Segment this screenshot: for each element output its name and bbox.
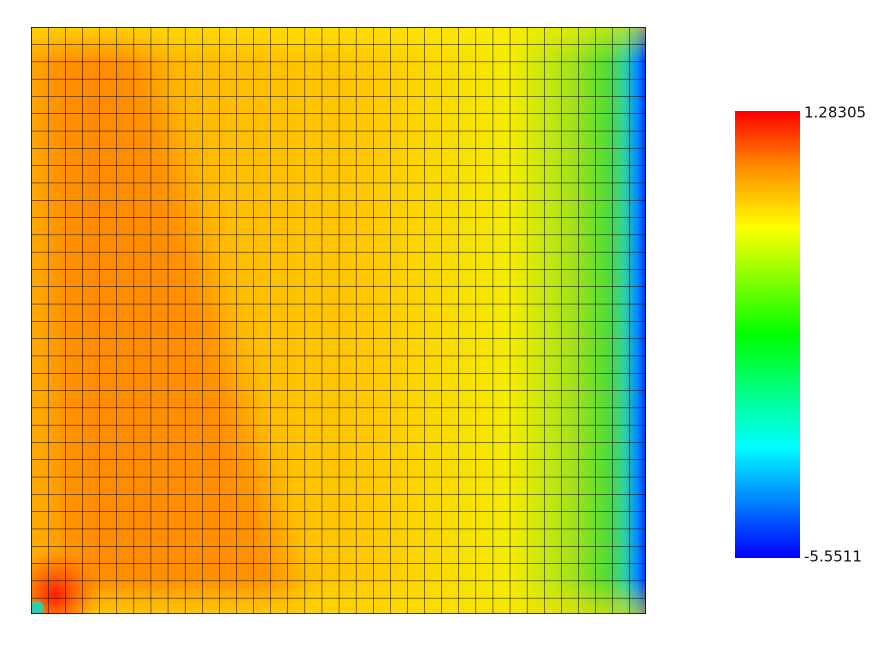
mesh [31,27,646,614]
field [31,27,646,614]
colorbar-max-label: 1.28305 [804,104,866,122]
colorbar-min-label: -5.5511 [804,548,862,566]
colorbar [735,111,800,558]
